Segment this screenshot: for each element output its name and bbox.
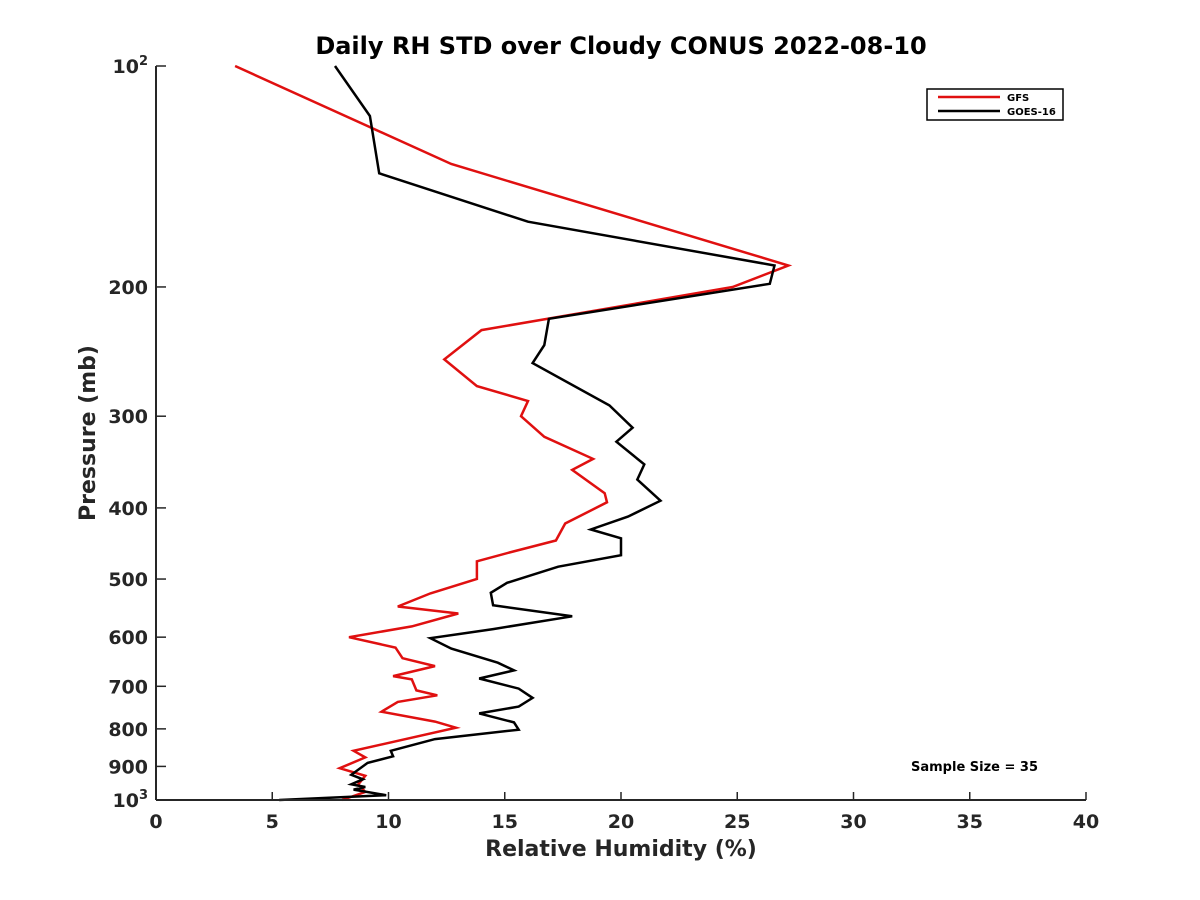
x-tick-label: 5: [266, 811, 279, 833]
x-tick-label: 40: [1073, 811, 1099, 833]
y-tick-label: 600: [108, 627, 148, 649]
y-tick-label: 900: [108, 756, 148, 778]
y-tick-label: 300: [108, 406, 148, 428]
x-tick-label: 25: [724, 811, 750, 833]
legend-label-gfs: GFS: [1007, 93, 1029, 104]
x-tick-label: 35: [957, 811, 983, 833]
x-ticks: 0 5 10 15 20 25 30 35 40: [149, 792, 1099, 833]
y-tick-label: 400: [108, 498, 148, 520]
y-axis-label: Pressure (mb): [76, 345, 101, 521]
x-tick-label: 20: [608, 811, 634, 833]
series-line-goes16: [279, 65, 777, 802]
chart-title: Daily RH STD over Cloudy CONUS 2022-08-1…: [315, 32, 926, 60]
series-line-gfs: [234, 64, 793, 802]
series-layer: [234, 64, 793, 802]
y-tick-label: 103: [113, 788, 149, 812]
x-tick-label: 15: [492, 811, 518, 833]
y-tick-label: 800: [108, 719, 148, 741]
x-axis-label: Relative Humidity (%): [485, 837, 757, 862]
x-tick-label: 10: [375, 811, 401, 833]
y-tick-label: 700: [108, 676, 148, 698]
y-tick-label-base: 10: [113, 790, 139, 812]
legend-label-goes16: GOES-16: [1007, 107, 1056, 118]
y-tick-label: 200: [108, 277, 148, 299]
y-tick-label: 102: [113, 54, 149, 78]
y-tick-label: 500: [108, 569, 148, 591]
x-tick-label: 0: [149, 811, 162, 833]
legend-box: [926, 88, 1064, 121]
legend: GFS GOES-16: [926, 88, 1064, 121]
sample-size-annotation: Sample Size = 35: [911, 760, 1038, 775]
x-tick-label: 30: [840, 811, 866, 833]
y-tick-label-base: 10: [113, 56, 139, 78]
y-tick-label-exponent: 3: [139, 788, 148, 803]
y-tick-label-exponent: 2: [139, 54, 148, 69]
